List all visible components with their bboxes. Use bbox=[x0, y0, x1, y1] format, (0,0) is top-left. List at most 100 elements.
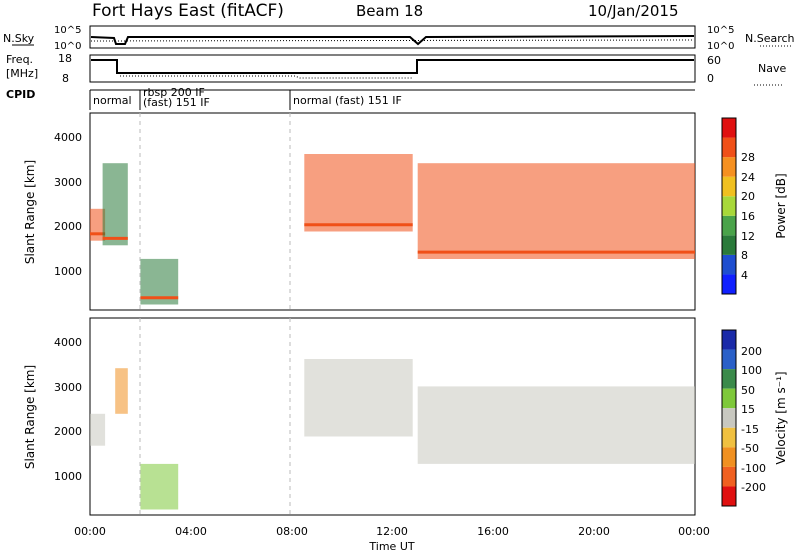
date-title: 10/Jan/2015 bbox=[588, 2, 679, 20]
power-feature-3 bbox=[304, 154, 413, 232]
noise-left-tick-bottom: 10^0 bbox=[54, 41, 81, 52]
velocity-cbar-tick-neg200: -200 bbox=[741, 481, 766, 494]
velocity-cbar-tick-15: 15 bbox=[741, 403, 755, 416]
velocity-colorbar-block-6 bbox=[722, 447, 736, 467]
station-title: Fort Hays East (fitACF) bbox=[92, 1, 284, 21]
noise-panel: N.Sky 10^5 10^0 10^5 10^0 N.Search bbox=[3, 25, 795, 52]
freq-line bbox=[91, 59, 694, 74]
cpid-segment-3: normal (fast) 151 IF bbox=[293, 94, 402, 107]
x-axis-label: Time UT bbox=[368, 540, 414, 553]
power-cbar-tick-28: 28 bbox=[741, 151, 755, 164]
power-colorbar-block-5 bbox=[722, 176, 736, 197]
power-colorbar-block-0 bbox=[722, 274, 736, 294]
velocity-cbar-tick-neg15: -15 bbox=[741, 423, 759, 436]
velocity-colorbar-block-5 bbox=[722, 427, 736, 448]
freq-right-tick-bottom: 0 bbox=[707, 72, 714, 85]
cpid-segment-2-line2: (fast) 151 IF bbox=[143, 96, 210, 109]
velocity-ylabel: Slant Range [km] bbox=[23, 365, 37, 469]
cpid-segment-2-line1: rbsp 200 IF bbox=[143, 86, 205, 99]
freq-label-2: [MHz] bbox=[6, 67, 38, 80]
velocity-cbar-tick-200: 200 bbox=[741, 345, 762, 358]
noise-right-label: N.Search bbox=[745, 32, 795, 45]
velocity-colorbar-label: Velocity [m s⁻¹] bbox=[774, 371, 788, 464]
power-cbar-tick-8: 8 bbox=[741, 249, 748, 262]
velocity-feature-0 bbox=[90, 413, 106, 446]
power-cbar-tick-16: 16 bbox=[741, 210, 755, 223]
velocity-colorbar-block-3 bbox=[722, 388, 736, 409]
power-data-marks bbox=[90, 154, 695, 305]
power-colorbar: 4 8 12 16 20 24 28 Power [dB] bbox=[721, 117, 788, 295]
power-cbar-tick-12: 12 bbox=[741, 230, 755, 243]
velocity-ytick-2000: 2000 bbox=[54, 425, 82, 438]
power-colorbar-block-3 bbox=[722, 215, 736, 236]
freq-label-1: Freq. bbox=[6, 53, 33, 66]
power-colorbar-block-1 bbox=[722, 254, 736, 275]
velocity-data-marks bbox=[90, 359, 695, 510]
velocity-cbar-tick-50: 50 bbox=[741, 384, 755, 397]
xtick-0000-start: 00:00 bbox=[74, 525, 106, 538]
xtick-0000-end: 00:00 bbox=[678, 525, 710, 538]
power-ytick-4000: 4000 bbox=[54, 131, 82, 144]
velocity-cbar-tick-100: 100 bbox=[741, 364, 762, 377]
xtick-1200: 12:00 bbox=[376, 525, 408, 538]
nave-label: Nave bbox=[758, 62, 786, 75]
power-colorbar-ticks: 4 8 12 16 20 24 28 bbox=[741, 151, 755, 282]
power-colorbar-blocks bbox=[722, 118, 736, 294]
power-feature-1 bbox=[102, 163, 128, 246]
power-ytick-2000: 2000 bbox=[54, 220, 82, 233]
velocity-colorbar-block-1 bbox=[722, 349, 736, 370]
power-cbar-tick-20: 20 bbox=[741, 190, 755, 203]
velocity-colorbar-block-0 bbox=[722, 330, 736, 350]
freq-right-tick-top: 60 bbox=[707, 54, 721, 67]
velocity-cbar-tick-neg50: -50 bbox=[741, 442, 759, 455]
power-ylabel: Slant Range [km] bbox=[23, 160, 37, 264]
x-axis: 00:00 04:00 08:00 12:00 16:00 20:00 00:0… bbox=[74, 525, 710, 553]
noise-search-line bbox=[90, 39, 695, 42]
noise-sky-line bbox=[90, 35, 695, 46]
velocity-feature-1 bbox=[115, 368, 128, 414]
velocity-y-ticks: 1000 2000 3000 4000 bbox=[54, 336, 82, 483]
power-cbar-tick-4: 4 bbox=[741, 269, 748, 282]
velocity-feature-3 bbox=[304, 359, 413, 437]
power-cbar-tick-24: 24 bbox=[741, 171, 755, 184]
power-feature-4 bbox=[417, 163, 695, 259]
velocity-colorbar-block-2 bbox=[722, 369, 736, 389]
power-colorbar-block-7 bbox=[722, 137, 736, 158]
power-colorbar-block-2 bbox=[722, 235, 736, 255]
cpid-panel: CPID normal rbsp 200 IF (fast) 151 IF no… bbox=[6, 86, 695, 110]
velocity-ytick-3000: 3000 bbox=[54, 381, 82, 394]
velocity-colorbar: 200 100 50 15 -15 -50 -100 -200 Velocity… bbox=[721, 329, 788, 507]
velocity-feature-4 bbox=[417, 386, 695, 464]
velocity-feature-2 bbox=[140, 463, 179, 510]
noise-right-tick-bottom: 10^0 bbox=[707, 41, 734, 52]
velocity-cbar-tick-neg100: -100 bbox=[741, 462, 766, 475]
velocity-panel: Slant Range [km] 1000 2000 3000 4000 bbox=[23, 317, 696, 516]
noise-left-tick-top: 10^5 bbox=[54, 25, 81, 36]
freq-left-tick-top: 18 bbox=[58, 52, 72, 65]
freq-panel: Freq. [MHz] 18 8 60 0 Nave bbox=[6, 52, 786, 86]
beam-title: Beam 18 bbox=[356, 2, 423, 20]
power-colorbar-block-6 bbox=[722, 157, 736, 177]
cpid-segment-1: normal bbox=[93, 94, 132, 107]
nave-line bbox=[120, 75, 413, 79]
power-colorbar-block-8 bbox=[722, 118, 736, 138]
freq-left-tick-bottom: 8 bbox=[62, 72, 69, 85]
power-panel: Slant Range [km] 1000 2000 3000 4000 bbox=[23, 112, 696, 311]
power-ytick-3000: 3000 bbox=[54, 176, 82, 189]
noise-right-tick-top: 10^5 bbox=[707, 25, 734, 36]
xtick-1600: 16:00 bbox=[477, 525, 509, 538]
xtick-0400: 04:00 bbox=[175, 525, 207, 538]
velocity-ytick-4000: 4000 bbox=[54, 336, 82, 349]
cpid-label: CPID bbox=[6, 88, 35, 101]
power-colorbar-label: Power [dB] bbox=[774, 173, 788, 238]
power-y-ticks: 1000 2000 3000 4000 bbox=[54, 131, 82, 278]
velocity-colorbar-blocks bbox=[722, 330, 736, 506]
velocity-colorbar-block-8 bbox=[722, 486, 736, 506]
power-ytick-1000: 1000 bbox=[54, 265, 82, 278]
power-colorbar-block-4 bbox=[722, 196, 736, 216]
noise-left-label: N.Sky bbox=[3, 32, 35, 45]
velocity-colorbar-block-7 bbox=[722, 466, 736, 487]
xtick-0800: 08:00 bbox=[276, 525, 308, 538]
velocity-colorbar-block-4 bbox=[722, 408, 736, 428]
